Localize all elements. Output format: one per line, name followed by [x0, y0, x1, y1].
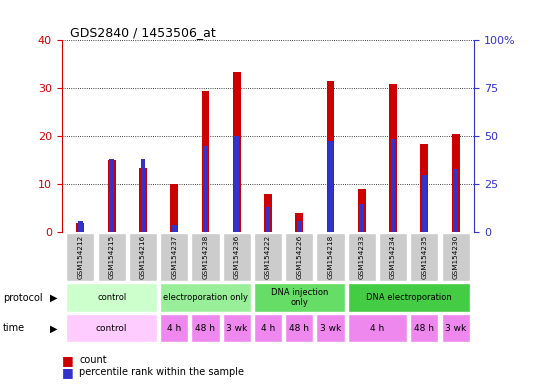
- Bar: [360, 204, 364, 232]
- Text: ■: ■: [62, 354, 73, 367]
- Text: ▶: ▶: [50, 323, 58, 333]
- Text: GSM154233: GSM154233: [359, 235, 365, 280]
- Text: GSM154235: GSM154235: [421, 235, 427, 280]
- FancyBboxPatch shape: [160, 233, 188, 281]
- FancyBboxPatch shape: [66, 283, 157, 312]
- FancyBboxPatch shape: [316, 314, 345, 343]
- Text: 3 wk: 3 wk: [226, 324, 247, 333]
- FancyBboxPatch shape: [66, 314, 157, 343]
- Bar: [391, 139, 396, 232]
- FancyBboxPatch shape: [348, 314, 407, 343]
- Text: protocol: protocol: [3, 293, 42, 303]
- FancyBboxPatch shape: [316, 233, 345, 281]
- Text: 48 h: 48 h: [196, 324, 215, 333]
- Text: 48 h: 48 h: [289, 324, 309, 333]
- Text: 3 wk: 3 wk: [320, 324, 341, 333]
- Text: 48 h: 48 h: [414, 324, 434, 333]
- Text: GSM154215: GSM154215: [109, 235, 115, 280]
- FancyBboxPatch shape: [98, 233, 126, 281]
- Bar: [140, 159, 145, 232]
- Text: DNA injection
only: DNA injection only: [271, 288, 328, 307]
- Text: electroporation only: electroporation only: [163, 293, 248, 302]
- Bar: [139, 167, 147, 232]
- Text: GSM154222: GSM154222: [265, 235, 271, 280]
- Text: control: control: [97, 293, 126, 302]
- Bar: [234, 136, 239, 232]
- Bar: [326, 81, 334, 232]
- Text: GSM154234: GSM154234: [390, 235, 396, 280]
- Text: GSM154212: GSM154212: [77, 235, 84, 280]
- Bar: [233, 71, 241, 232]
- Text: 4 h: 4 h: [167, 324, 181, 333]
- Text: time: time: [3, 323, 25, 333]
- Text: GSM154226: GSM154226: [296, 235, 302, 280]
- Text: ▶: ▶: [50, 293, 58, 303]
- FancyBboxPatch shape: [442, 233, 470, 281]
- Bar: [203, 146, 208, 232]
- Text: GSM154238: GSM154238: [203, 235, 209, 280]
- FancyBboxPatch shape: [285, 314, 314, 343]
- Text: 4 h: 4 h: [261, 324, 275, 333]
- FancyBboxPatch shape: [285, 233, 314, 281]
- Bar: [328, 141, 333, 232]
- Text: control: control: [96, 324, 128, 333]
- Bar: [264, 194, 272, 232]
- Text: DNA electroporation: DNA electroporation: [366, 293, 451, 302]
- Text: 4 h: 4 h: [370, 324, 384, 333]
- FancyBboxPatch shape: [191, 233, 220, 281]
- Text: GSM154236: GSM154236: [234, 235, 240, 280]
- Text: GSM154230: GSM154230: [452, 235, 459, 280]
- Bar: [389, 84, 397, 232]
- Bar: [266, 207, 270, 232]
- FancyBboxPatch shape: [160, 314, 188, 343]
- FancyBboxPatch shape: [410, 233, 438, 281]
- Text: ■: ■: [62, 366, 73, 379]
- Bar: [295, 213, 303, 232]
- FancyBboxPatch shape: [442, 314, 470, 343]
- FancyBboxPatch shape: [348, 233, 376, 281]
- Bar: [170, 184, 178, 232]
- Bar: [78, 221, 83, 232]
- FancyBboxPatch shape: [191, 314, 220, 343]
- Bar: [172, 225, 176, 232]
- FancyBboxPatch shape: [222, 314, 251, 343]
- Bar: [420, 144, 428, 232]
- FancyBboxPatch shape: [254, 233, 282, 281]
- FancyBboxPatch shape: [379, 233, 407, 281]
- Text: GDS2840 / 1453506_at: GDS2840 / 1453506_at: [70, 26, 215, 39]
- Bar: [77, 223, 84, 232]
- FancyBboxPatch shape: [254, 283, 345, 312]
- Text: count: count: [79, 355, 107, 365]
- Bar: [453, 169, 458, 232]
- Bar: [422, 175, 427, 232]
- Bar: [202, 91, 210, 232]
- Text: GSM154218: GSM154218: [327, 235, 333, 280]
- Bar: [452, 134, 459, 232]
- FancyBboxPatch shape: [254, 314, 282, 343]
- Text: 3 wk: 3 wk: [445, 324, 466, 333]
- Bar: [297, 221, 302, 232]
- FancyBboxPatch shape: [348, 283, 470, 312]
- FancyBboxPatch shape: [66, 233, 94, 281]
- FancyBboxPatch shape: [410, 314, 438, 343]
- FancyBboxPatch shape: [160, 283, 251, 312]
- Text: GSM154216: GSM154216: [140, 235, 146, 280]
- FancyBboxPatch shape: [129, 233, 157, 281]
- Bar: [109, 159, 114, 232]
- Bar: [108, 161, 116, 232]
- FancyBboxPatch shape: [222, 233, 251, 281]
- Text: GSM154237: GSM154237: [171, 235, 177, 280]
- Bar: [358, 189, 366, 232]
- Text: percentile rank within the sample: percentile rank within the sample: [79, 367, 244, 377]
